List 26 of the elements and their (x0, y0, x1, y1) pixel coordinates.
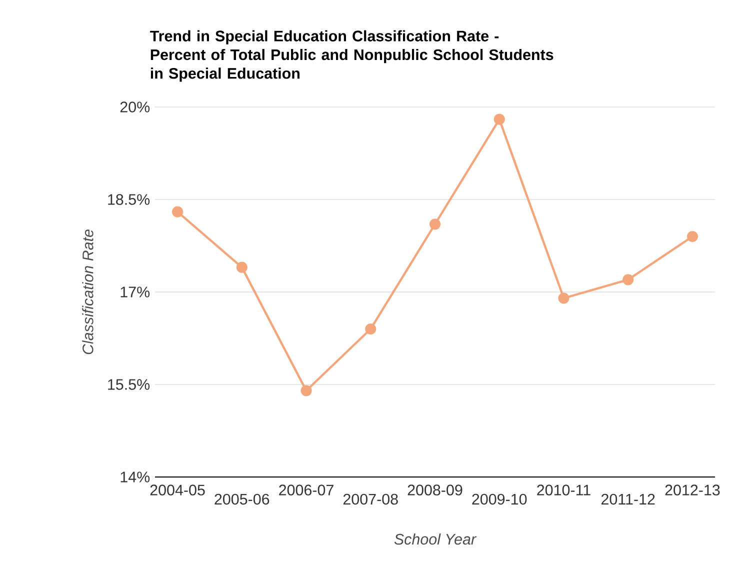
point (622, 274, 634, 286)
point (686, 230, 698, 242)
y-axis-title: Classification Rate (82, 230, 94, 354)
x-tick-label: 2008-09 (408, 484, 462, 496)
chart-title: Trend in Special Education Classification Rate - Percent of Total Public and Nonpublic School Students in Special Education (150, 30, 554, 82)
x-tick-label: 2007-08 (343, 494, 398, 505)
y-tick-label: 15.5% (108, 379, 150, 390)
x-tick-label: 2009-10 (472, 494, 527, 505)
y-tick-label: 17% (120, 286, 150, 298)
y-tick-label: 20% (120, 102, 150, 112)
point (300, 385, 312, 396)
y-tick-label: 18.5% (108, 194, 150, 205)
x-tick-label: 2006-07 (279, 484, 334, 496)
point (494, 114, 505, 125)
x-tick-label: 2010-11 (537, 484, 590, 496)
point (236, 262, 248, 273)
point (558, 292, 570, 304)
x-axis-title: School Year (394, 533, 477, 545)
point (365, 323, 376, 335)
x-tick-label: 2012-13 (665, 484, 720, 496)
x-tick-label: 2005-06 (214, 494, 270, 505)
point (172, 206, 184, 218)
y-tick-label: 14% (120, 472, 150, 482)
x-tick-label: 2011-12 (602, 494, 655, 505)
x-tick-label: 2004-05 (150, 484, 205, 496)
point (429, 218, 441, 230)
